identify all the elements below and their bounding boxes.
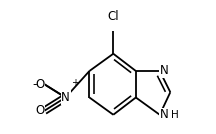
Text: +: + bbox=[71, 78, 79, 88]
Text: O: O bbox=[35, 104, 44, 117]
Text: N: N bbox=[160, 64, 168, 77]
Text: N: N bbox=[160, 108, 168, 121]
Text: Cl: Cl bbox=[108, 10, 119, 23]
Text: -: - bbox=[32, 78, 36, 91]
Text: H: H bbox=[171, 110, 179, 120]
Text: O: O bbox=[35, 78, 44, 91]
Text: N: N bbox=[61, 91, 70, 104]
